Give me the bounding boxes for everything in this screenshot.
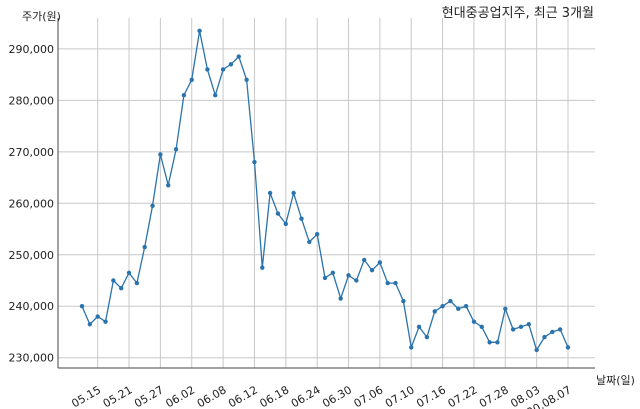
y-axis-label: 주가(원) — [22, 10, 61, 23]
data-point — [479, 324, 484, 330]
data-point — [369, 268, 375, 273]
y-tick-label: 280,000 — [9, 94, 55, 107]
data-point — [330, 270, 336, 275]
data-point — [220, 67, 226, 72]
data-point — [260, 265, 265, 270]
data-point — [440, 304, 445, 309]
y-tick-label: 250,000 — [9, 249, 55, 262]
data-point — [401, 298, 406, 304]
data-point — [111, 278, 116, 283]
x-tick-label: 06.30 — [320, 383, 354, 409]
data-point — [534, 347, 539, 353]
data-point — [267, 190, 273, 196]
y-tick-label: 270,000 — [9, 146, 55, 159]
data-point — [526, 322, 532, 327]
data-point — [205, 67, 210, 72]
data-point — [424, 334, 430, 340]
data-point — [307, 239, 312, 245]
data-point — [510, 327, 516, 332]
data-point — [134, 280, 140, 286]
data-point — [79, 304, 85, 309]
data-point — [503, 306, 508, 312]
data-point — [354, 278, 359, 283]
data-point — [495, 340, 500, 345]
data-point — [565, 345, 571, 350]
y-tick-label: 240,000 — [9, 300, 55, 313]
data-point — [166, 183, 171, 188]
axis-layer: 230,000 240,000 250,000 260,000 270,000 280,0… — [9, 18, 595, 409]
chart-title: 현대중공업지주, 최근 3개월 — [442, 6, 594, 21]
data-point — [213, 93, 218, 98]
x-tick-label: 07.22 — [446, 383, 480, 409]
data-point — [338, 296, 343, 301]
data-point — [291, 190, 296, 196]
data-point — [142, 244, 147, 250]
data-point — [158, 152, 163, 157]
series-line — [81, 30, 569, 352]
data-point — [150, 203, 155, 209]
data-point — [173, 147, 179, 152]
data-point — [189, 77, 194, 82]
data-point — [346, 273, 351, 278]
data-point — [557, 327, 563, 332]
data-point — [197, 28, 202, 34]
data-point — [299, 216, 304, 221]
data-point — [283, 221, 289, 227]
data-point — [87, 322, 93, 327]
data-point — [518, 324, 524, 330]
data-point — [456, 306, 461, 312]
data-point — [252, 159, 257, 165]
x-tick-label: 05.15 — [69, 383, 103, 409]
x-tick-label: 06.18 — [258, 383, 292, 409]
y-tick-label: 230,000 — [9, 352, 55, 365]
data-point — [118, 286, 124, 291]
data-point — [542, 334, 547, 340]
data-point — [471, 319, 477, 324]
data-point — [432, 309, 437, 314]
data-point — [377, 260, 383, 265]
label-layer: 현대중공업지주, 최근 3개월 주가(원) 날짜(일) — [22, 6, 635, 387]
grid-layer — [58, 18, 595, 368]
data-point — [487, 340, 492, 345]
x-tick-label: 06.08 — [195, 383, 229, 409]
data-point — [361, 257, 367, 263]
x-tick-label: 06.02 — [163, 383, 197, 409]
data-point — [103, 319, 108, 324]
data-point — [416, 324, 422, 330]
data-point — [550, 329, 555, 335]
y-tick-label: 260,000 — [9, 197, 55, 210]
data-point — [244, 77, 249, 82]
x-tick-label: 07.10 — [383, 383, 417, 409]
series-layer — [79, 28, 571, 353]
data-point — [322, 275, 328, 281]
x-tick-label: 06.24 — [289, 383, 323, 409]
data-point — [448, 298, 453, 304]
x-tick-label: 06.12 — [226, 383, 260, 409]
data-point — [95, 314, 100, 319]
x-tick-label: 07.16 — [414, 383, 448, 409]
x-tick-label: 07.06 — [352, 383, 386, 409]
data-point — [275, 211, 281, 216]
x-tick-label: 05.21 — [101, 383, 135, 409]
data-point — [126, 270, 132, 275]
data-point — [236, 54, 241, 59]
y-tick-label: 290,000 — [9, 43, 55, 56]
x-tick-label: 05.27 — [132, 383, 166, 409]
data-point — [409, 345, 414, 350]
x-tick-label: 07.28 — [477, 383, 511, 409]
data-point — [463, 304, 469, 309]
x-axis-label: 날짜(일) — [596, 373, 635, 387]
data-point — [228, 62, 234, 67]
data-point — [385, 280, 390, 286]
data-point — [181, 93, 187, 98]
data-point — [314, 231, 320, 237]
data-point — [393, 280, 398, 286]
